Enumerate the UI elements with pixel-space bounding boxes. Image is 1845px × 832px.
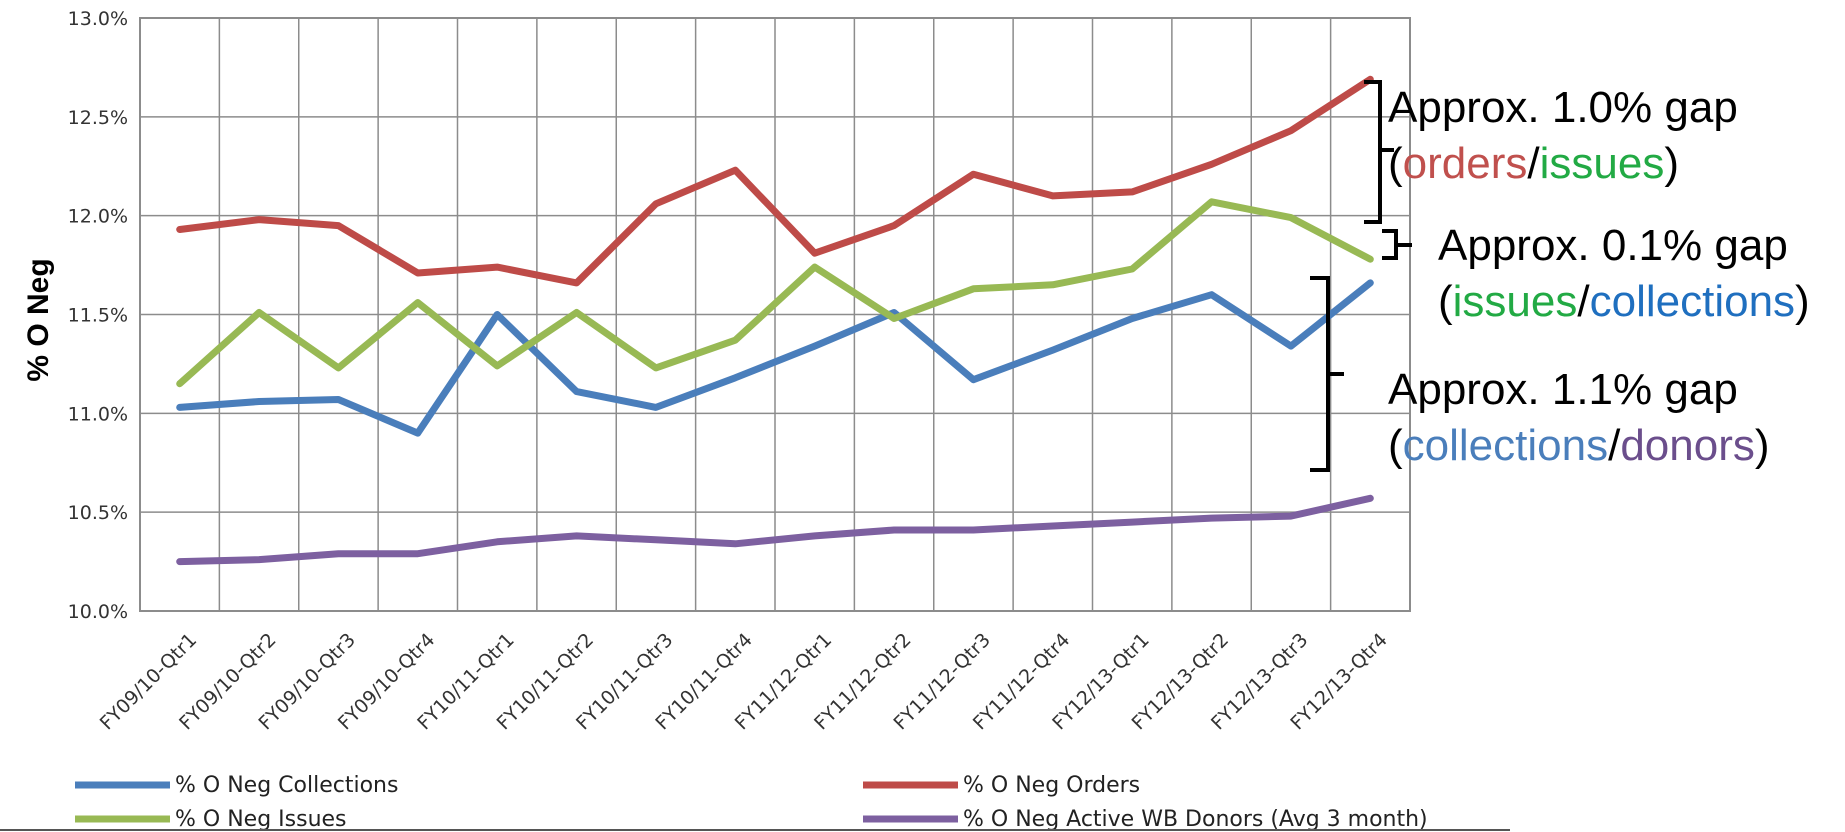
collections-word: collections	[1589, 277, 1796, 326]
annotation-gap-orders-issues-line1: Approx. 1.0% gap	[1388, 83, 1738, 132]
donors-word: donors	[1620, 421, 1755, 470]
series-line--o-neg-issues	[176, 198, 1374, 388]
slash: /	[1527, 139, 1540, 188]
annotation-gap-orders-issues: Approx. 1.0% gap (orders/issues)	[1388, 80, 1738, 192]
paren-open: (	[1388, 139, 1403, 188]
slash: /	[1608, 421, 1621, 470]
annotation-gap-issues-collections-line2: (issues/collections)	[1438, 274, 1810, 330]
annotation-gap-collections-donors: Approx. 1.1% gap (collections/donors)	[1388, 362, 1770, 474]
paren-close: )	[1795, 277, 1810, 326]
legend-label: % O Neg Issues	[175, 807, 347, 832]
y-tick-label: 10.0%	[68, 601, 128, 623]
annotation-gap-issues-collections-line1: Approx. 0.1% gap	[1438, 221, 1788, 270]
paren-close: )	[1664, 139, 1679, 188]
annotation-gap-orders-issues-line2: (orders/issues)	[1388, 136, 1738, 192]
paren-open: (	[1388, 421, 1403, 470]
bracket-orders-issues	[1364, 80, 1394, 224]
bracket-collections-donors	[1310, 276, 1344, 472]
issues-word: issues	[1452, 277, 1578, 326]
slash: /	[1577, 277, 1590, 326]
bracket-issues-collections	[1382, 229, 1412, 260]
gridlines	[140, 17, 1410, 612]
series-line--o-neg-collections	[176, 279, 1374, 437]
y-axis-label: % O Neg	[22, 258, 55, 381]
y-tick-label: 13.0%	[68, 8, 128, 30]
paren-open: (	[1438, 277, 1453, 326]
collections-word: collections	[1402, 421, 1609, 470]
legend-label: % O Neg Collections	[175, 773, 398, 798]
y-tick-label: 12.5%	[68, 107, 128, 129]
issues-word: issues	[1539, 139, 1665, 188]
y-tick-label: 11.0%	[68, 403, 128, 425]
y-tick-label: 10.5%	[68, 502, 128, 524]
legend: % O Neg Collections % O Neg Orders % O Neg…	[75, 773, 1428, 832]
plot-area-border	[139, 17, 1411, 612]
orders-word: orders	[1402, 139, 1528, 188]
bottom-rule	[0, 829, 1510, 831]
series-line--o-neg-active-wb-donors-avg-3-month-	[176, 494, 1374, 566]
legend-label: % O Neg Active WB Donors (Avg 3 month)	[963, 807, 1428, 832]
annotation-gap-collections-donors-line2: (collections/donors)	[1388, 418, 1770, 474]
legend-label: % O Neg Orders	[963, 773, 1140, 798]
series-lines	[176, 75, 1374, 566]
y-tick-label: 12.0%	[68, 206, 128, 228]
y-tick-label: 11.5%	[68, 305, 128, 327]
x-axis-ticks: FY09/10-Qtr1FY09/10-Qtr2FY09/10-Qtr3FY09…	[96, 629, 1392, 734]
annotation-gap-issues-collections: Approx. 0.1% gap (issues/collections)	[1438, 218, 1810, 330]
paren-close: )	[1754, 421, 1770, 470]
series-line--o-neg-orders	[176, 75, 1374, 287]
y-axis-ticks: 10.0% 10.5% 11.0% 11.5% 12.0% 12.5% 13.0%	[68, 8, 128, 623]
annotation-gap-collections-donors-line1: Approx. 1.1% gap	[1388, 365, 1738, 414]
